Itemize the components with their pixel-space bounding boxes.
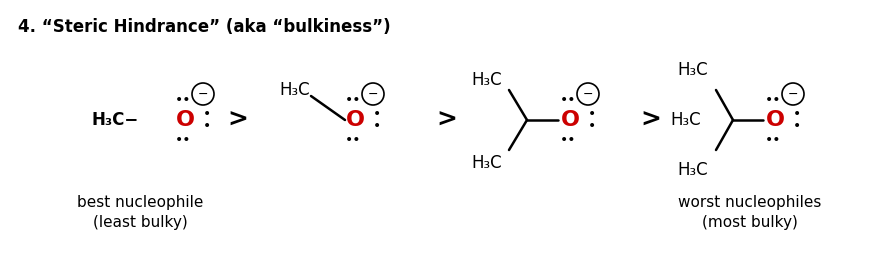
Text: H₃C: H₃C — [677, 161, 708, 179]
Text: ••: •• — [765, 133, 781, 147]
Text: best nucleophile: best nucleophile — [77, 195, 203, 210]
Text: ••: •• — [344, 133, 361, 147]
Text: −: − — [583, 87, 593, 100]
Text: ••: •• — [559, 93, 576, 107]
Text: −: − — [787, 87, 798, 100]
Text: 4. “Steric Hindrance” (aka “bulkiness”): 4. “Steric Hindrance” (aka “bulkiness”) — [18, 18, 391, 36]
Text: O: O — [176, 110, 195, 130]
Text: H₃C: H₃C — [677, 61, 708, 79]
Text: O: O — [766, 110, 785, 130]
Text: (least bulky): (least bulky) — [93, 215, 187, 230]
Text: >: > — [436, 108, 457, 132]
Text: >: > — [227, 108, 248, 132]
Text: •
•: • • — [588, 107, 596, 133]
Text: ••: •• — [765, 93, 781, 107]
Text: ••: •• — [344, 93, 361, 107]
Text: •
•: • • — [203, 107, 212, 133]
Text: O: O — [345, 110, 364, 130]
Text: worst nucleophiles: worst nucleophiles — [678, 195, 822, 210]
Text: ••: •• — [175, 133, 191, 147]
Text: •
•: • • — [373, 107, 381, 133]
Text: −: − — [368, 87, 378, 100]
Text: ••: •• — [175, 93, 191, 107]
Text: >: > — [641, 108, 662, 132]
Text: H₃C: H₃C — [280, 81, 310, 99]
Text: ••: •• — [559, 133, 576, 147]
Text: H₃C−: H₃C− — [92, 111, 139, 129]
Text: −: − — [198, 87, 208, 100]
Text: H₃C: H₃C — [472, 71, 503, 89]
Text: H₃C: H₃C — [670, 111, 701, 129]
Text: •
•: • • — [793, 107, 801, 133]
Text: H₃C: H₃C — [472, 154, 503, 172]
Text: O: O — [560, 110, 579, 130]
Text: (most bulky): (most bulky) — [702, 215, 798, 230]
